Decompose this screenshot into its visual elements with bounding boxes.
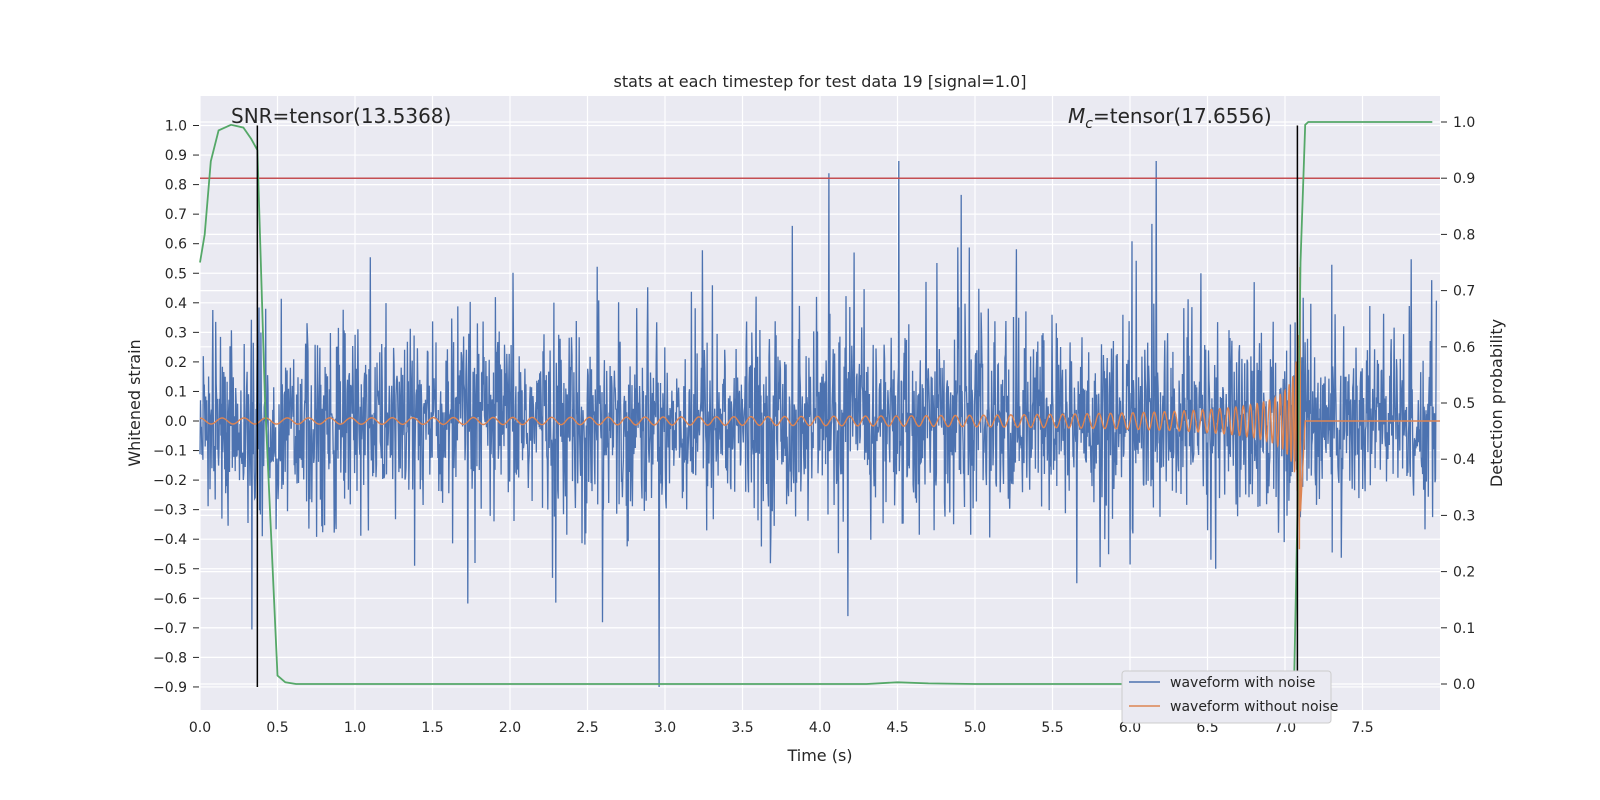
- x-tick-label: 5.5: [1041, 720, 1063, 736]
- y-tick-label: −0.5: [153, 562, 187, 578]
- y-tick-label: −0.8: [153, 650, 187, 666]
- vertical-markers: [256, 125, 1299, 687]
- y-tick-label: −0.6: [153, 591, 187, 607]
- mc-subscript: c: [1085, 116, 1093, 132]
- x-axis-label: Time (s): [786, 746, 852, 765]
- y2-tick-label: 1.0: [1453, 115, 1475, 131]
- x-tick-label: 7.5: [1351, 720, 1373, 736]
- x-tick-label: 0.0: [189, 720, 211, 736]
- y-tick-label: 1.0: [165, 119, 187, 135]
- y-tick-label: −0.2: [153, 473, 187, 489]
- y-tick-label: −0.4: [153, 532, 187, 548]
- y-tick-label: −0.7: [153, 621, 187, 637]
- x-tick-label: 5.0: [964, 720, 986, 736]
- x-tick-label: 0.5: [266, 720, 288, 736]
- x-tick-label: 7.0: [1274, 720, 1296, 736]
- x-tick-label: 1.0: [344, 720, 366, 736]
- x-tick-label: 4.0: [809, 720, 831, 736]
- y-tick-label: 0.9: [165, 148, 187, 164]
- y2-tick-label: 0.5: [1453, 396, 1475, 412]
- noise-waveform-line: [199, 160, 1438, 688]
- y-axis-label: Whitened strain: [125, 339, 144, 466]
- x-tick-label: 3.0: [654, 720, 676, 736]
- y-tick-label: 0.1: [165, 384, 187, 400]
- y2-tick-label: 0.4: [1453, 452, 1475, 468]
- clean-series: [199, 267, 1440, 550]
- y2-tick-label: 0.6: [1453, 340, 1475, 356]
- y2-tick-label: 0.7: [1453, 284, 1475, 300]
- chart-title: stats at each timestep for test data 19 …: [614, 72, 1027, 91]
- x-tick-label: 6.5: [1196, 720, 1218, 736]
- y-tick-label: 0.6: [165, 237, 187, 253]
- mc-annotation: Mc=tensor(17.6556): [1068, 104, 1272, 132]
- x-tick-label: 2.0: [499, 720, 521, 736]
- clean-waveform-line: [199, 267, 1440, 550]
- y-tick-label: 0.8: [165, 178, 187, 194]
- legend-box: [1121, 670, 1332, 724]
- y2-tick-label: 0.2: [1453, 565, 1475, 581]
- y-tick-label: 0.2: [165, 355, 187, 371]
- y-tick-label: −0.1: [153, 444, 187, 460]
- mc-value: =tensor(17.6556): [1093, 104, 1272, 128]
- y-tick-label: 0.5: [165, 266, 187, 282]
- y-tick-label: −0.9: [153, 680, 187, 696]
- y2-tick-label: 0.9: [1453, 171, 1475, 187]
- y-tick-label: 0.3: [165, 325, 187, 341]
- y-tick-label: 0.7: [165, 207, 187, 223]
- legend: waveform with noise waveform without noi…: [1121, 670, 1338, 724]
- x-tick-label: 6.0: [1119, 720, 1141, 736]
- x-tick-labels: 0.0 0.5 1.0 1.5 2.0 2.5 3.0 3.5 4.0 4.5 5.0 5.5 6.0 6…: [189, 720, 1374, 736]
- y2-tick-label: 0.1: [1453, 621, 1475, 637]
- snr-annotation: SNR=tensor(13.5368): [231, 104, 451, 128]
- x-tick-label: 3.5: [731, 720, 753, 736]
- y-tick-label: 0.4: [165, 296, 187, 312]
- y2-tick-label: 0.0: [1453, 677, 1475, 693]
- mc-symbol: M: [1068, 104, 1085, 128]
- noise-series: [199, 160, 1438, 688]
- y-tick-label: 0.0: [165, 414, 187, 430]
- y-tick-label: −0.3: [153, 503, 187, 519]
- y2-tick-labels: 1.0 0.9 0.8 0.7 0.6 0.5 0.4 0.3 0.2 0.1 0.0: [1441, 115, 1475, 693]
- legend-label-clean: waveform without noise: [1170, 699, 1338, 715]
- legend-label-noise: waveform with noise: [1170, 675, 1315, 691]
- y2-tick-label: 0.3: [1453, 508, 1475, 524]
- y-tick-labels: 1.0 0.9 0.8 0.7 0.6 0.5 0.4 0.3 0.2 0.1 0.0 −0.1 −0.…: [153, 119, 199, 696]
- x-tick-label: 2.5: [576, 720, 598, 736]
- x-tick-label: 1.5: [421, 720, 443, 736]
- y2-axis-label: Detection probability: [1487, 319, 1506, 487]
- x-tick-label: 4.5: [886, 720, 908, 736]
- y2-tick-label: 0.8: [1453, 227, 1475, 243]
